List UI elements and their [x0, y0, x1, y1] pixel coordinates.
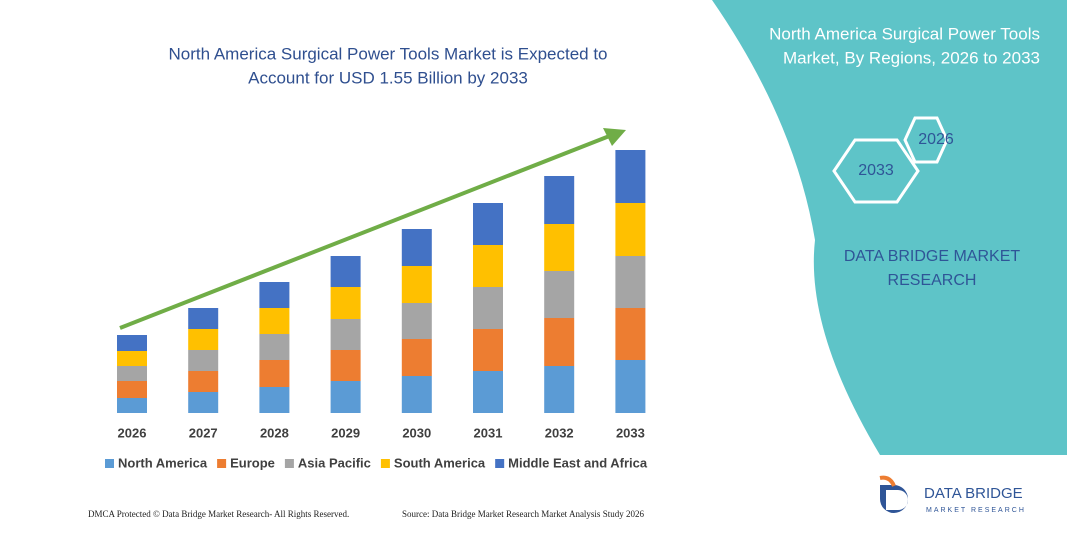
bar-segment — [330, 350, 361, 381]
bar-segment — [615, 360, 646, 413]
bar-segment — [117, 366, 147, 381]
bar-segment — [330, 256, 361, 287]
legend-label: Europe — [230, 455, 275, 470]
bar-segment — [544, 224, 575, 271]
chart-title: Account for USD 1.55 Billion by 2033 — [248, 68, 528, 87]
bar-segment — [117, 381, 147, 398]
x-tick-label: 2029 — [331, 425, 360, 440]
trend-arrow-head — [603, 128, 626, 146]
panel-title: North America Surgical Power Tools — [769, 24, 1040, 43]
bar-segment — [401, 266, 432, 303]
bar-segment — [188, 308, 219, 329]
bar-segment — [259, 334, 290, 360]
bar-segment — [259, 387, 290, 413]
legend-swatch — [495, 459, 505, 468]
bar-segment — [401, 376, 432, 413]
legend-swatch — [380, 459, 390, 468]
bar-segment — [259, 282, 290, 308]
bar-segment — [330, 287, 361, 319]
bar-segment — [401, 339, 432, 376]
logo-tagline: MARKET RESEARCH — [926, 507, 1026, 514]
side-panel — [712, 0, 1067, 455]
bar-segment — [615, 256, 646, 308]
logo-icon — [879, 475, 896, 487]
hexagon — [832, 138, 920, 204]
legend-label: South America — [394, 455, 486, 470]
brand-text: RESEARCH — [888, 272, 977, 289]
x-tick-label: 2032 — [545, 425, 574, 440]
bar-segment — [615, 203, 646, 256]
legend-swatch — [105, 459, 114, 468]
bar-segment — [188, 392, 219, 413]
bar-segment — [188, 371, 219, 392]
x-tick-label: 2027 — [189, 425, 218, 440]
footer-right: Source: Data Bridge Market Research Mark… — [402, 509, 644, 519]
bar-segment — [259, 308, 290, 334]
x-tick-label: 2030 — [402, 425, 431, 440]
bar-segment — [473, 287, 503, 329]
bar-segment — [544, 271, 575, 318]
trend-arrow — [119, 133, 613, 330]
bar-segment — [544, 176, 575, 224]
bar-segment — [117, 398, 147, 413]
bar-segment — [473, 245, 503, 287]
bar-segment — [330, 319, 361, 350]
x-tick-label: 2028 — [260, 425, 289, 440]
footer-left: DMCA Protected © Data Bridge Market Rese… — [88, 509, 349, 519]
x-tick-label: 2031 — [474, 425, 503, 440]
bar-segment — [473, 329, 503, 371]
legend-label: Asia Pacific — [298, 455, 371, 470]
bar-segment — [615, 150, 646, 203]
x-tick-label: 2033 — [616, 425, 645, 440]
logo-name: DATA BRIDGE — [924, 485, 1023, 502]
chart-title: North America Surgical Power Tools Marke… — [168, 44, 607, 63]
bar-segment — [330, 381, 361, 413]
panel-title: Market, By Regions, 2026 to 2033 — [783, 48, 1040, 67]
logo-icon — [880, 485, 908, 513]
bar-segment — [473, 203, 503, 245]
bar-segment — [188, 329, 219, 350]
bar-segment — [473, 371, 503, 413]
bar-segment — [544, 318, 575, 366]
bar-segment — [188, 350, 219, 371]
bar-segment — [544, 366, 575, 413]
hexagon-label: 2026 — [918, 131, 954, 148]
bar-segment — [117, 351, 147, 366]
legend-label: Middle East and Africa — [508, 455, 648, 470]
hexagon-label: 2033 — [858, 162, 894, 179]
legend-swatch — [217, 459, 227, 468]
legend-swatch — [284, 459, 294, 468]
bar-segment — [401, 303, 432, 339]
x-tick-label: 2026 — [118, 425, 147, 440]
hexagon — [903, 116, 949, 164]
bar-segment — [401, 229, 432, 266]
bar-segment — [259, 360, 290, 387]
brand-text: DATA BRIDGE MARKET — [844, 248, 1021, 265]
legend-label: North America — [118, 455, 208, 470]
bar-segment — [615, 308, 646, 360]
bar-segment — [117, 335, 147, 351]
